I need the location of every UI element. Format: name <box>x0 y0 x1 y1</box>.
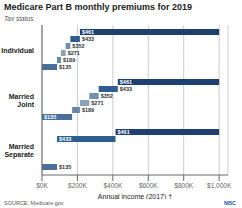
html-text:Medicare Part B monthly premiu: Medicare Part B monthly premiums for 201… <box>4 2 193 12</box>
svg-text:$800K: $800K <box>174 182 193 189</box>
svg-text:$1,000K: $1,000K <box>207 182 232 189</box>
svg-text:$433: $433 <box>120 86 132 92</box>
svg-text:$461: $461 <box>118 129 130 135</box>
html-text:NBC: NBC <box>224 200 236 206</box>
svg-text:$0K: $0K <box>36 182 48 189</box>
svg-text:$433: $433 <box>82 36 94 42</box>
svg-text:$271: $271 <box>91 100 103 106</box>
svg-text:$135: $135 <box>59 64 71 70</box>
html-text:SOURCE: Medicare.gov: SOURCE: Medicare.gov <box>4 200 64 206</box>
svg-text:$352: $352 <box>101 93 113 99</box>
svg-text:$461: $461 <box>120 79 132 85</box>
svg-text:$271: $271 <box>68 50 80 56</box>
svg-text:MarriedJoint: MarriedJoint <box>9 93 35 108</box>
svg-text:$400K: $400K <box>103 182 122 189</box>
svg-text:Individual: Individual <box>8 47 34 54</box>
svg-text:$189: $189 <box>82 107 94 113</box>
svg-text:$433: $433 <box>59 136 71 142</box>
svg-text:$600K: $600K <box>139 182 158 189</box>
svg-text:$135: $135 <box>59 164 71 170</box>
svg-text:$352: $352 <box>72 43 84 49</box>
svg-text:$461: $461 <box>82 29 94 35</box>
svg-text:MarriedSeparate: MarriedSeparate <box>8 143 34 159</box>
svg-text:$135: $135 <box>44 114 56 120</box>
svg-text:$200K: $200K <box>68 182 87 189</box>
svg-text:Annual income (2017) †: Annual income (2017) † <box>98 193 172 199</box>
svg-text:$189: $189 <box>63 57 75 63</box>
html-text:Tax status: Tax status <box>4 15 34 22</box>
